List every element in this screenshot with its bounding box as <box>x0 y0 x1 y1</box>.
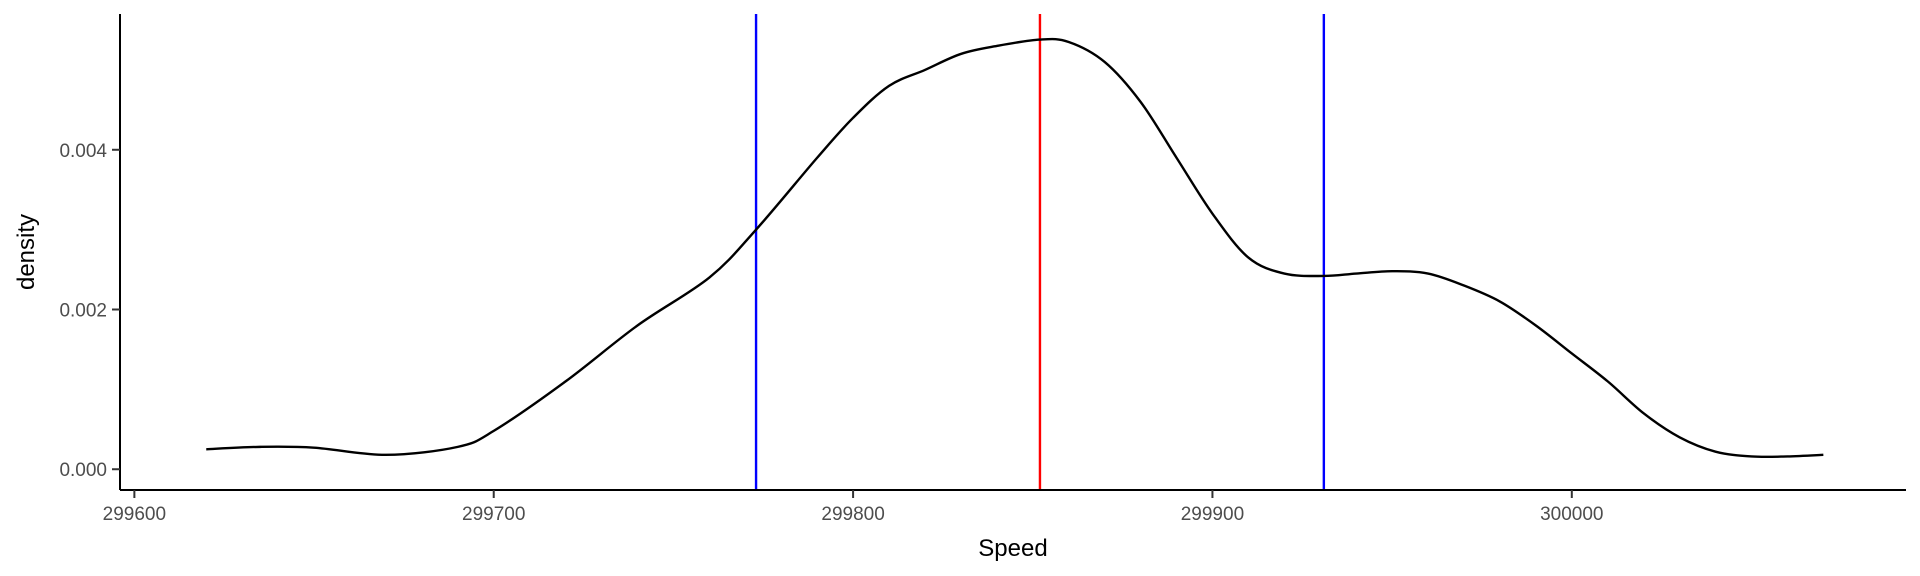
x-tick-label-2: 299800 <box>821 504 884 525</box>
y-tick-label-2: 0.004 <box>59 141 107 162</box>
plot-marks <box>206 14 1824 490</box>
y-tick-label-1: 0.002 <box>59 301 107 322</box>
x-tick-label-0: 299600 <box>103 504 166 525</box>
y-tick-label-0: 0.000 <box>59 460 107 481</box>
density-curve-0 <box>206 37 1824 459</box>
x-axis-title: Speed <box>978 535 1047 562</box>
x-tick-label-3: 299900 <box>1181 504 1244 525</box>
x-ticks: 299600 299700 299800 299900 300000 <box>103 490 1604 525</box>
x-tick-label-4: 300000 <box>1540 504 1603 525</box>
y-axis-title: density <box>13 214 40 290</box>
x-tick-label-1: 299700 <box>462 504 525 525</box>
y-ticks: 0.000 0.002 0.004 <box>59 141 120 481</box>
axes: 299600 299700 299800 299900 300000 0.0000.00… <box>59 14 1906 525</box>
